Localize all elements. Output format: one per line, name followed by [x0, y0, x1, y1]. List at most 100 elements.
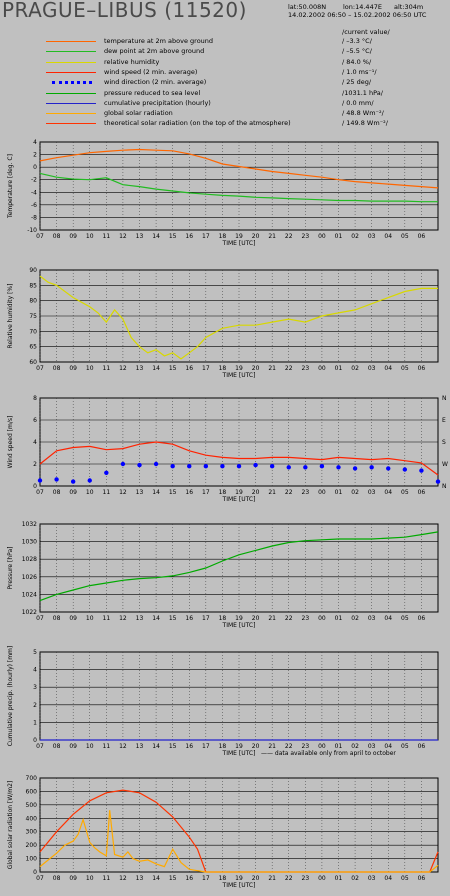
- x-tick-label: 03: [368, 489, 376, 496]
- x-tick-label: 07: [36, 365, 44, 372]
- x-tick-label: 16: [185, 615, 193, 622]
- legend-label: wind direction (2 min. average): [104, 78, 207, 87]
- y-tick-label: 60: [29, 359, 37, 366]
- y-tick-label: 500: [26, 802, 38, 809]
- x-tick-label: 18: [219, 875, 227, 882]
- x-tick-label: 10: [86, 615, 94, 622]
- wind-direction-point: [153, 461, 159, 467]
- x-tick-label: 12: [119, 743, 127, 750]
- legend-label: relative humidity: [104, 57, 160, 66]
- x-tick-label: 00: [318, 615, 326, 622]
- y-tick-label: 2: [33, 461, 37, 468]
- x-tick-label: 12: [119, 875, 127, 882]
- x-tick-label: 17: [202, 365, 210, 372]
- x-tick-label: 22: [285, 875, 293, 882]
- x-tick-label: 04: [384, 489, 392, 496]
- x-tick-label: 11: [103, 615, 111, 622]
- x-tick-label: 02: [351, 365, 359, 372]
- x-tick-label: 17: [202, 233, 210, 240]
- x-axis-label: TIME [UTC]: [222, 372, 256, 379]
- wind-direction-point: [286, 465, 291, 470]
- x-tick-label: 06: [418, 365, 426, 372]
- x-tick-label: 01: [335, 743, 343, 750]
- x-tick-label: 11: [103, 489, 111, 496]
- y-tick-label: 1026: [22, 574, 37, 581]
- x-tick-label: 09: [69, 489, 77, 496]
- x-tick-label: 05: [401, 875, 409, 882]
- x-tick-label: 14: [152, 615, 160, 622]
- x-tick-label: 08: [53, 233, 61, 240]
- x-tick-label: 20: [252, 233, 260, 240]
- y-tick-label: 3: [33, 684, 37, 691]
- x-tick-label: 04: [384, 875, 392, 882]
- x-tick-label: 00: [318, 489, 326, 496]
- x-tick-label: 07: [36, 743, 44, 750]
- x-tick-label: 10: [86, 743, 94, 750]
- x-tick-label: 14: [152, 365, 160, 372]
- x-axis-label: TIME [UTC]: [222, 496, 256, 503]
- legend-item: temperature at 2m above ground / –3.3 °C/: [0, 37, 450, 47]
- x-tick-label: 23: [302, 365, 310, 372]
- x-axis-label: TIME [UTC]: [222, 622, 256, 629]
- legend-item: global solar radiation / 48.8 Wm⁻²/: [0, 109, 450, 119]
- legend-label: theoretical solar radiation (on the top …: [104, 119, 291, 128]
- x-tick-label: 07: [36, 233, 44, 240]
- x-tick-label: 18: [219, 615, 227, 622]
- compass-tick-label: N: [442, 483, 447, 490]
- x-tick-label: 08: [53, 489, 61, 496]
- x-tick-label: 06: [418, 875, 426, 882]
- x-tick-label: 15: [169, 615, 177, 622]
- legend-current-value: / 149.8 Wm⁻²/: [342, 119, 388, 128]
- legend-swatch: [46, 51, 96, 53]
- x-tick-label: 13: [136, 615, 144, 622]
- y-axis-label: Relative humidity [%]: [7, 284, 14, 349]
- x-tick-label: 11: [103, 233, 111, 240]
- legend-item: wind direction (2 min. average) / 25 deg/: [0, 78, 450, 88]
- legend-item: dew point at 2m above ground / –5.5 °C/: [0, 47, 450, 57]
- legend-swatch: [46, 92, 96, 94]
- x-tick-label: 09: [69, 615, 77, 622]
- x-tick-label: 21: [268, 615, 276, 622]
- wind-direction-point: [336, 465, 341, 470]
- x-tick-label: 23: [302, 489, 310, 496]
- wind-direction-point: [402, 467, 408, 472]
- x-tick-label: 17: [202, 875, 210, 882]
- wind-direction-point: [253, 462, 258, 468]
- wind-direction-point: [419, 468, 424, 473]
- x-axis-label: TIME [UTC]: [222, 882, 256, 889]
- x-tick-label: 00: [318, 743, 326, 750]
- x-tick-label: 03: [368, 615, 376, 622]
- legend-item: theoretical solar radiation (on the top …: [0, 119, 450, 129]
- wind-direction-point: [187, 464, 192, 469]
- x-tick-label: 04: [384, 743, 392, 750]
- x-tick-label: 00: [318, 233, 326, 240]
- compass-tick-label: N: [442, 395, 447, 402]
- period: 14.02.2002 06:50 – 15.02.2002 06:50 UTC: [288, 11, 427, 19]
- wind-direction-point: [37, 478, 43, 483]
- x-tick-label: 03: [368, 875, 376, 882]
- x-tick-label: 13: [136, 743, 144, 750]
- series-line: [39, 275, 438, 360]
- y-tick-label: 1030: [22, 539, 37, 546]
- x-tick-label: 09: [69, 365, 77, 372]
- wind-direction-point: [70, 479, 76, 484]
- x-tick-label: 11: [103, 365, 111, 372]
- plot-frame: [39, 523, 439, 613]
- y-tick-label: 5: [33, 649, 37, 656]
- y-tick-label: 4: [33, 439, 37, 446]
- x-tick-label: 08: [53, 743, 61, 750]
- legend-swatch: [46, 61, 96, 63]
- series-line: [39, 148, 439, 189]
- legend-current-value: / 0.0 mm/: [342, 98, 374, 107]
- wind-direction-point: [137, 462, 142, 468]
- x-tick-label: 01: [335, 875, 343, 882]
- x-tick-label: 06: [418, 615, 426, 622]
- x-tick-label: 01: [335, 615, 343, 622]
- x-tick-label: 14: [152, 489, 160, 496]
- x-tick-label: 16: [185, 365, 193, 372]
- x-tick-label: 19: [235, 743, 243, 750]
- legend-current-value: / 1.0 ms⁻¹/: [342, 67, 377, 76]
- x-tick-label: 23: [302, 615, 310, 622]
- wind-direction-point: [319, 464, 325, 469]
